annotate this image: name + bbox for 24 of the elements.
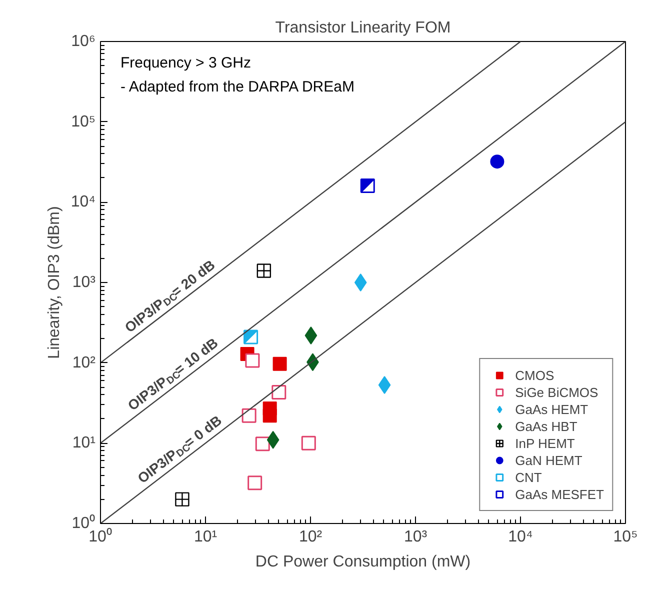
x-tick-label: 10⁴ xyxy=(508,528,533,546)
x-tick-label: 10⁵ xyxy=(613,528,638,546)
y-tick-label: 10¹ xyxy=(72,434,96,452)
annotation: - Adapted from the DARPA DREaM xyxy=(120,78,354,96)
x-tick-label: 10¹ xyxy=(194,528,218,546)
legend-label: GaAs MESFET xyxy=(515,486,604,502)
y-tick-label: 10³ xyxy=(72,274,96,291)
legend-label: CNT xyxy=(515,469,542,485)
legend-label: SiGe BiCMOS xyxy=(515,384,598,400)
legend-label: GaN HEMT xyxy=(515,452,582,468)
x-tick-label: 10³ xyxy=(404,528,428,546)
chart-title: Transistor Linearity FOM xyxy=(275,20,451,36)
y-tick-label: 10⁶ xyxy=(71,33,96,50)
legend-label: GaAs HBT xyxy=(515,418,578,434)
x-axis-title: DC Power Consumption (mW) xyxy=(255,554,471,570)
y-tick-label: 10² xyxy=(72,354,96,372)
y-axis-title: Linearity, OIP3 (dBm) xyxy=(46,206,63,359)
legend-label: CMOS xyxy=(515,367,554,383)
legend-label: GaAs HEMT xyxy=(515,401,588,417)
annotation: Frequency > 3 GHz xyxy=(120,54,251,72)
x-tick-label: 10² xyxy=(298,528,323,546)
y-tick-label: 10⁵ xyxy=(71,113,96,130)
legend-label: InP HEMT xyxy=(515,435,575,451)
y-tick-label: 10⁴ xyxy=(70,194,96,211)
